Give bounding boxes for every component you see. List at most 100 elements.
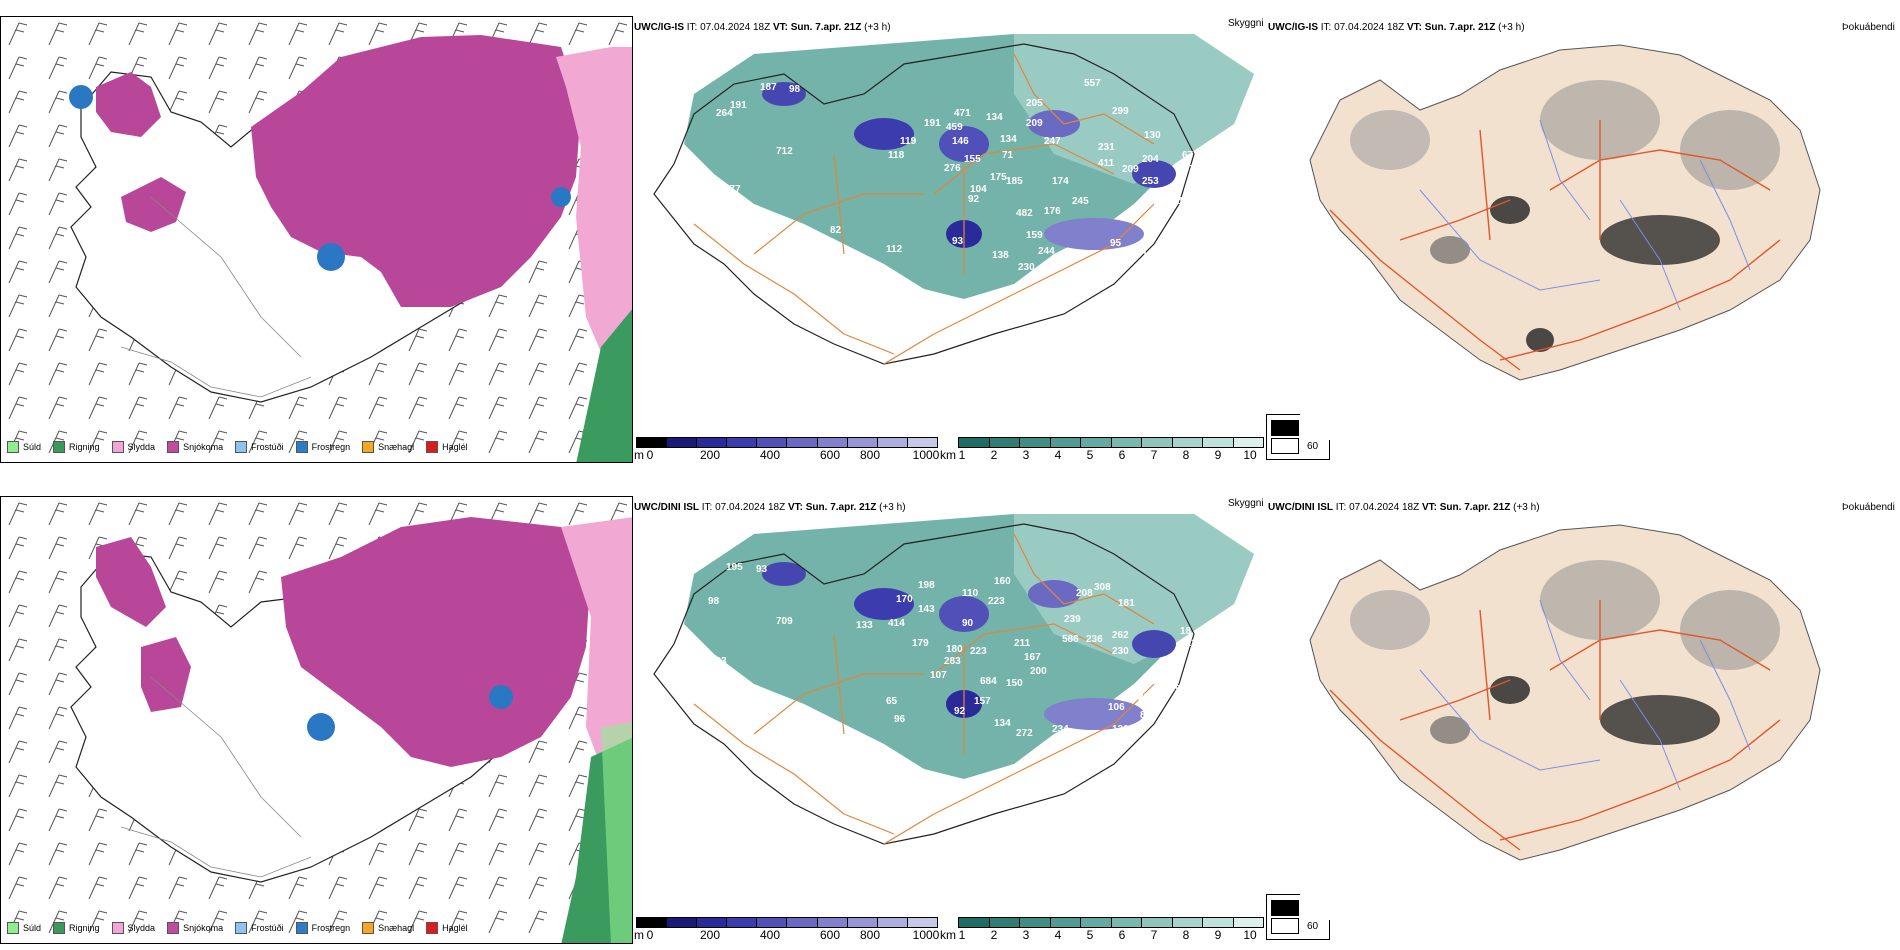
elevation-labels-row: m 0 200 400 600 800 1000 (634, 448, 939, 462)
peak-number: 471 (954, 108, 971, 119)
elev-cell (847, 918, 878, 927)
swatch-snjokoma (167, 922, 180, 934)
row2-precip-type-svg (1, 497, 632, 943)
elev-tick: 400 (759, 928, 781, 942)
peak-number: 65 (886, 696, 898, 707)
peak-number: 234 (1052, 724, 1069, 735)
vis-tick: 3 (1022, 928, 1030, 942)
elev-cell (697, 918, 728, 927)
row2-fog-svg (1300, 520, 1900, 920)
row2-panel3-type-label: Þokuábendi (1842, 502, 1895, 513)
vis-cell (1020, 918, 1051, 927)
vis-tick: 4 (1054, 448, 1062, 462)
peak-number: 709 (776, 616, 793, 627)
elev-cell (667, 438, 698, 447)
row2-visibility-colorbar: km 1 2 3 4 5 6 7 8 9 10 (940, 917, 1264, 942)
vis-unit: km (940, 448, 956, 462)
vis-tick: 1 (958, 448, 966, 462)
peak-number: 198 (918, 580, 935, 591)
swatch-sudl (7, 441, 19, 453)
elev-cell (757, 438, 788, 447)
vis-cell (1081, 918, 1112, 927)
vis-tick: 10 (1243, 928, 1257, 942)
elev-cell (637, 918, 668, 927)
peak-number: 208 (1076, 588, 1093, 599)
row1-panel2-title: UWC/IG-IS IT: 07.04.2024 18Z VT: Sun. 7.… (634, 22, 891, 33)
peak-number: 174 (1052, 176, 1069, 187)
peak-number: 207 (706, 188, 723, 199)
vis-tick: 8 (1182, 928, 1190, 942)
swatch-frostregn (295, 441, 308, 453)
snow-area (251, 35, 581, 307)
elev-tick: 200 (699, 448, 721, 462)
peak-number: 112 (886, 244, 903, 255)
peak-number: 247 (1044, 136, 1061, 147)
peak-number: 134 (994, 718, 1011, 729)
row1-precip-type-map: Súld Rigning Slydda Snjókoma Frostúði Fr… (0, 16, 633, 463)
vis-tick: 4 (1054, 928, 1062, 942)
peak-number: 244 (1038, 246, 1055, 257)
swatch-frostudi (235, 922, 248, 934)
swatch-snaehagl (362, 441, 375, 453)
peak-number: 150 (1006, 678, 1023, 689)
peak-number: 89 (1140, 710, 1152, 721)
legend-item: Snæhagl (362, 441, 414, 453)
peak-number: 276 (944, 163, 961, 174)
peak-number: 8 (846, 744, 852, 755)
peak-number: 93 (952, 236, 964, 247)
row1-panel3-title: UWC/IG-IS IT: 07.04.2024 18Z VT: Sun. 7.… (1268, 22, 1525, 33)
visibility-cells (958, 437, 1264, 448)
elevation-cells (636, 917, 938, 928)
swatch-snaehagl (362, 922, 375, 934)
fog-legend-row: 60 (1271, 917, 1325, 935)
peak-number: 98 (789, 84, 801, 95)
frost-spot (317, 243, 345, 271)
peak-number: 187 (760, 82, 777, 93)
road-network (693, 623, 1155, 845)
elev-cell (727, 918, 758, 927)
peak-number: 477 (724, 184, 741, 195)
elev-tick: 400 (759, 448, 781, 462)
elev-cell (697, 438, 728, 447)
peak-number: 414 (888, 618, 905, 629)
peak-number: 80 (810, 238, 822, 249)
swatch-haglel (426, 441, 439, 453)
peak-number: 107 (930, 670, 947, 681)
vis-tick: 10 (1243, 448, 1257, 462)
vis-cell (989, 438, 1020, 447)
legend-item: Frostregn (295, 922, 350, 934)
peak-number: 118 (888, 150, 905, 161)
river-network (1419, 119, 1751, 311)
elev-cell (817, 918, 848, 927)
swatch-snjokoma (167, 441, 180, 453)
peak-number: 264 (716, 108, 733, 119)
peak-number: 205 (1026, 98, 1043, 109)
peak-number: 95 (1110, 238, 1122, 249)
peak-number: 253 (1142, 176, 1159, 187)
peak-number: 119 (900, 136, 917, 147)
iceland-outline (653, 43, 1195, 365)
row1-fog-map (1300, 40, 1900, 440)
elev-tick: 800 (859, 448, 881, 462)
elev-unit: m (634, 928, 644, 942)
elev-tick: 1000 (912, 928, 940, 942)
row1-visibility-map: 187 98 191 264 712 207 477 82 80 110 112… (634, 34, 1266, 454)
peak-number: 75 (1188, 164, 1200, 175)
legend-item: Frostregn (295, 441, 350, 453)
iceland-outline (653, 523, 1195, 845)
legend-item: Haglél (426, 441, 468, 453)
peak-number: 245 (1072, 196, 1089, 207)
peak-number: 138 (992, 250, 1009, 261)
frost-spot (307, 713, 335, 741)
peak-number: 134 (986, 112, 1003, 123)
peak-number: 283 (944, 656, 961, 667)
peak-number: 197 (1054, 256, 1071, 267)
vis-cell (1172, 438, 1203, 447)
legend-item: Frostúði (235, 441, 284, 453)
peak-number: 143 (918, 604, 935, 615)
peak-number: 170 (896, 594, 913, 605)
peak-number: 691 (1060, 768, 1077, 779)
peak-number: 170 (1114, 258, 1131, 269)
snow-area-westfjords (141, 637, 191, 712)
